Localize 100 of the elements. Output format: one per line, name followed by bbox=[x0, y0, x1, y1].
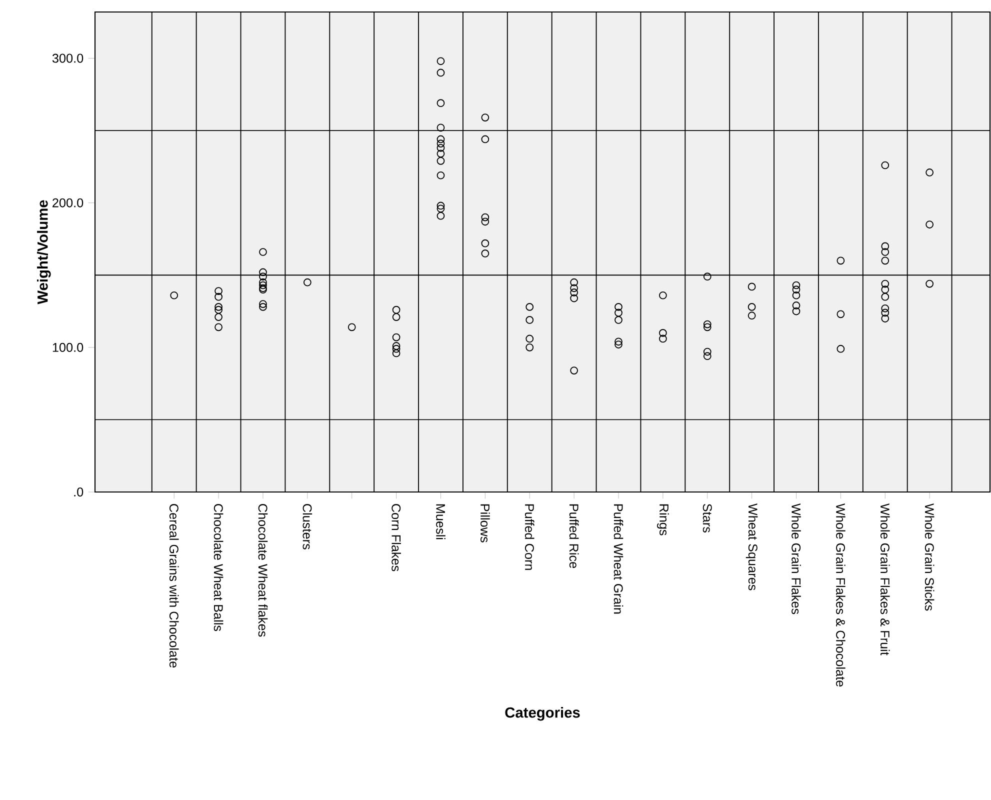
point bbox=[703, 272, 712, 281]
x-tick-label: Whole Grain Flakes & Fruit bbox=[880, 503, 890, 656]
point bbox=[481, 250, 490, 258]
point bbox=[214, 323, 222, 332]
point bbox=[881, 304, 890, 312]
point bbox=[392, 344, 400, 353]
x-tick-label: Puffed Corn bbox=[524, 504, 534, 570]
point bbox=[926, 220, 934, 228]
point bbox=[214, 313, 222, 321]
point bbox=[792, 281, 800, 290]
point bbox=[392, 333, 400, 342]
x-tick-label: Whole Grain Flakes bbox=[792, 503, 801, 614]
point bbox=[436, 156, 445, 165]
point bbox=[526, 334, 534, 343]
point bbox=[526, 303, 534, 311]
point bbox=[748, 303, 756, 311]
point bbox=[570, 288, 578, 296]
point bbox=[881, 248, 890, 256]
point bbox=[303, 278, 312, 286]
point bbox=[792, 302, 800, 310]
x-tick-label: Whole Grain Flakes & Chocolate bbox=[836, 503, 846, 687]
y-tick-label: 100.0 bbox=[52, 342, 84, 352]
point bbox=[436, 150, 445, 158]
point bbox=[392, 342, 400, 350]
point bbox=[614, 316, 622, 324]
point bbox=[214, 303, 222, 311]
point bbox=[570, 284, 578, 292]
point bbox=[436, 99, 445, 108]
point bbox=[926, 168, 934, 176]
point bbox=[436, 135, 445, 144]
point bbox=[703, 320, 712, 328]
point bbox=[748, 282, 756, 291]
point bbox=[392, 349, 400, 358]
point bbox=[836, 310, 845, 318]
point bbox=[526, 316, 534, 324]
x-tick-label: Stars bbox=[702, 504, 712, 532]
point bbox=[703, 348, 712, 356]
point bbox=[881, 286, 890, 294]
point bbox=[481, 218, 490, 226]
point bbox=[348, 323, 356, 332]
x-tick-label: Pillows bbox=[480, 504, 490, 542]
point bbox=[659, 334, 667, 343]
point bbox=[259, 281, 267, 290]
y-tick-label: 300.0 bbox=[52, 54, 84, 63]
point bbox=[481, 239, 490, 248]
point bbox=[748, 312, 756, 320]
x-tick-label: Rings bbox=[657, 504, 669, 536]
point bbox=[526, 343, 534, 352]
point bbox=[214, 306, 222, 314]
point bbox=[614, 308, 622, 317]
point bbox=[614, 338, 622, 346]
x-tick-label: Cereal Grains with Chocolate bbox=[169, 504, 179, 668]
point bbox=[436, 212, 445, 220]
point bbox=[703, 352, 712, 360]
point bbox=[259, 300, 267, 308]
point bbox=[881, 161, 890, 170]
point bbox=[436, 202, 445, 210]
point bbox=[481, 135, 490, 144]
point bbox=[436, 124, 445, 132]
point bbox=[259, 278, 267, 286]
point bbox=[614, 340, 622, 348]
point bbox=[392, 306, 400, 314]
x-tick-label: Muesli bbox=[436, 504, 446, 540]
point bbox=[570, 366, 578, 374]
point bbox=[836, 256, 845, 265]
point bbox=[259, 272, 267, 281]
point bbox=[259, 268, 267, 276]
point bbox=[836, 344, 845, 353]
y-axis-title: Weight/Volume bbox=[37, 200, 51, 304]
point bbox=[614, 303, 622, 311]
point bbox=[659, 329, 667, 337]
point bbox=[881, 280, 890, 288]
point bbox=[436, 144, 445, 152]
point bbox=[436, 140, 445, 148]
point bbox=[792, 286, 800, 294]
point bbox=[481, 213, 490, 222]
point bbox=[259, 303, 267, 311]
point bbox=[214, 292, 222, 301]
y-tick-label: 200.0 bbox=[52, 198, 84, 208]
point bbox=[214, 287, 222, 295]
x-tick-label: Whole Grain Sticks bbox=[924, 503, 934, 611]
point bbox=[570, 278, 578, 286]
point bbox=[170, 291, 178, 300]
point bbox=[881, 256, 890, 265]
point bbox=[881, 314, 890, 322]
point bbox=[436, 171, 445, 180]
x-tick-label: Wheat Squares bbox=[746, 503, 758, 590]
point bbox=[392, 313, 400, 321]
x-tick-label: Corn Flakes bbox=[392, 504, 401, 572]
x-tick-label: Puffed Wheat Grain bbox=[614, 504, 624, 614]
x-tick-label: Clusters bbox=[302, 504, 312, 550]
point bbox=[570, 294, 578, 302]
point bbox=[436, 204, 445, 213]
point bbox=[259, 248, 267, 256]
point bbox=[659, 291, 667, 300]
x-tick-label: Puffed Rice bbox=[569, 504, 579, 568]
point bbox=[792, 291, 800, 300]
point bbox=[881, 308, 890, 317]
point bbox=[881, 242, 890, 250]
point bbox=[436, 68, 445, 77]
